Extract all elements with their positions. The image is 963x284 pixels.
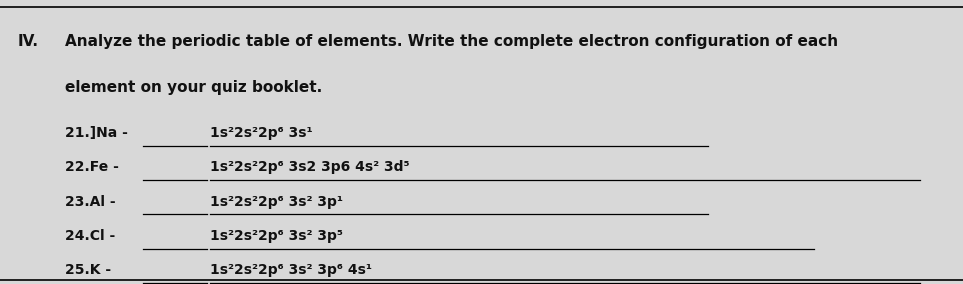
Text: 25.K -: 25.K - bbox=[65, 263, 112, 277]
Text: 1s²2s²2p⁶ 3s2 3p6 4s² 3d⁵: 1s²2s²2p⁶ 3s2 3p6 4s² 3d⁵ bbox=[210, 160, 409, 174]
Text: 23.Al -: 23.Al - bbox=[65, 195, 117, 208]
Text: 24.Cl -: 24.Cl - bbox=[65, 229, 116, 243]
Text: 1s²2s²2p⁶ 3s² 3p⁶ 4s¹: 1s²2s²2p⁶ 3s² 3p⁶ 4s¹ bbox=[210, 263, 372, 277]
Text: 21.]Na -: 21.]Na - bbox=[65, 126, 128, 140]
Text: 1s²2s²2p⁶ 3s¹: 1s²2s²2p⁶ 3s¹ bbox=[210, 126, 313, 140]
Text: 1s²2s²2p⁶ 3s² 3p¹: 1s²2s²2p⁶ 3s² 3p¹ bbox=[210, 195, 343, 208]
Text: Analyze the periodic table of elements. Write the complete electron configuratio: Analyze the periodic table of elements. … bbox=[65, 34, 839, 49]
Text: 1s²2s²2p⁶ 3s² 3p⁵: 1s²2s²2p⁶ 3s² 3p⁵ bbox=[210, 229, 343, 243]
Text: element on your quiz booklet.: element on your quiz booklet. bbox=[65, 80, 323, 95]
Text: IV.: IV. bbox=[17, 34, 39, 49]
Text: 22.Fe -: 22.Fe - bbox=[65, 160, 119, 174]
